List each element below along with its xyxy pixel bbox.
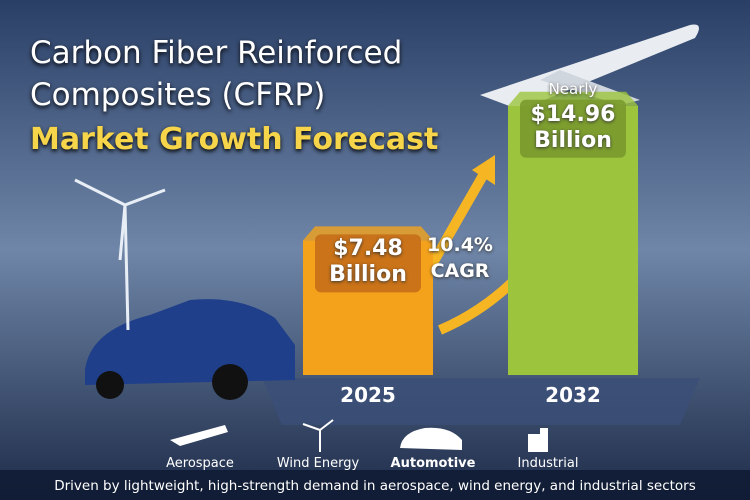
value-label: $7.48 Billion bbox=[329, 236, 407, 288]
label-box bbox=[315, 234, 421, 293]
sector-label: Aerospace bbox=[166, 456, 234, 471]
chart-title: Carbon Fiber Reinforced Composites (CFRP… bbox=[30, 35, 403, 113]
footer: Driven by lightweight, high-strength dem… bbox=[54, 478, 696, 494]
value-label: $14.96 Billion bbox=[530, 101, 616, 153]
x-tick-label: 2025 bbox=[340, 383, 396, 407]
chart-subtitle: Market Growth Forecast bbox=[30, 122, 439, 157]
annotation: Nearly bbox=[548, 79, 598, 98]
sector-label: Industrial bbox=[517, 456, 579, 471]
label-box bbox=[520, 99, 626, 158]
sector-label: Automotive bbox=[390, 456, 476, 471]
annotation: 10.4% CAGR bbox=[427, 234, 493, 282]
sector-label: Wind Energy bbox=[276, 456, 360, 471]
x-tick-label: 2032 bbox=[545, 383, 601, 407]
